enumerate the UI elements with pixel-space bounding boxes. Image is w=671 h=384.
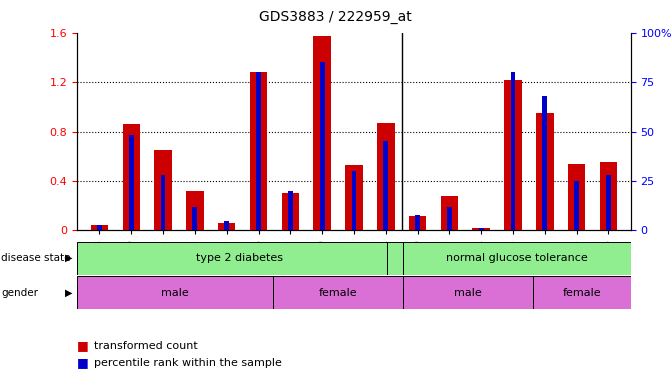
Text: type 2 diabetes: type 2 diabetes xyxy=(197,253,283,263)
Bar xyxy=(377,123,395,230)
Bar xyxy=(352,171,356,230)
Bar xyxy=(224,220,229,230)
Bar xyxy=(313,36,331,230)
Bar xyxy=(250,72,267,230)
Bar xyxy=(320,62,325,230)
Bar xyxy=(186,191,203,230)
Bar xyxy=(288,191,293,230)
Bar xyxy=(154,150,172,230)
Bar xyxy=(403,276,533,309)
Text: male: male xyxy=(161,288,189,298)
Text: ■: ■ xyxy=(77,339,89,352)
Text: ■: ■ xyxy=(77,356,89,369)
Text: GDS3883 / 222959_at: GDS3883 / 222959_at xyxy=(259,10,412,23)
Bar xyxy=(403,242,631,275)
Text: male: male xyxy=(454,288,482,298)
Bar xyxy=(533,276,631,309)
Bar xyxy=(218,223,236,230)
Bar xyxy=(542,96,548,230)
Bar xyxy=(193,207,197,230)
Text: ▶: ▶ xyxy=(65,288,72,298)
Bar xyxy=(272,276,403,309)
Bar xyxy=(256,72,261,230)
Text: female: female xyxy=(318,288,357,298)
Bar xyxy=(568,164,585,230)
Bar xyxy=(574,181,579,230)
Text: ▶: ▶ xyxy=(65,253,72,263)
Bar xyxy=(91,225,108,230)
Bar xyxy=(160,175,166,230)
Bar xyxy=(447,207,452,230)
Bar xyxy=(505,79,522,230)
Text: normal glucose tolerance: normal glucose tolerance xyxy=(446,253,588,263)
Text: gender: gender xyxy=(1,288,38,298)
Bar xyxy=(129,136,134,230)
Text: transformed count: transformed count xyxy=(94,341,198,351)
Bar xyxy=(345,165,363,230)
Text: percentile rank within the sample: percentile rank within the sample xyxy=(94,358,282,368)
Text: disease state: disease state xyxy=(1,253,71,263)
Bar xyxy=(600,162,617,230)
Bar xyxy=(511,72,515,230)
Bar xyxy=(441,196,458,230)
Bar xyxy=(415,215,420,230)
Bar xyxy=(123,124,140,230)
Bar xyxy=(479,228,484,230)
Bar xyxy=(282,193,299,230)
Bar xyxy=(383,141,388,230)
Bar xyxy=(409,215,426,230)
Text: female: female xyxy=(562,288,601,298)
Bar xyxy=(472,228,490,230)
Bar xyxy=(97,225,102,230)
Bar xyxy=(536,113,554,230)
Bar xyxy=(77,242,403,275)
Bar xyxy=(606,175,611,230)
Bar xyxy=(77,276,272,309)
